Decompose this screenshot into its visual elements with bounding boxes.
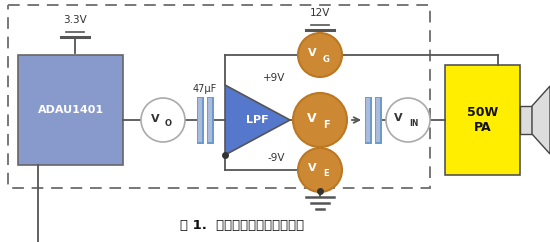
Polygon shape [225,85,290,155]
Text: 47μF: 47μF [193,84,217,94]
Text: -9V: -9V [267,153,285,163]
FancyBboxPatch shape [18,55,123,165]
Text: V: V [309,163,317,173]
Text: IN: IN [409,120,419,129]
Circle shape [298,33,342,77]
Text: F: F [323,120,329,130]
Text: +9V: +9V [263,73,285,83]
Text: V: V [307,112,317,124]
Circle shape [141,98,185,142]
Bar [520,106,532,134]
Circle shape [386,98,430,142]
Circle shape [298,148,342,192]
Polygon shape [532,86,550,154]
Text: V: V [309,48,317,58]
Text: V: V [394,113,403,123]
Text: LPF: LPF [246,115,269,125]
FancyBboxPatch shape [445,65,520,175]
Text: E: E [323,169,329,179]
Text: G: G [323,54,330,63]
Text: V: V [151,114,160,124]
Text: 12V: 12V [310,8,330,18]
Text: 图 1.  车载音响系统的噪声源示: 图 1. 车载音响系统的噪声源示 [180,219,304,232]
Text: ADAU1401: ADAU1401 [37,105,103,115]
Text: 50W
PA: 50W PA [467,106,498,134]
Circle shape [293,93,347,147]
Bar [8,5,430,188]
Text: O: O [165,120,172,129]
Text: 3.3V: 3.3V [63,15,87,25]
